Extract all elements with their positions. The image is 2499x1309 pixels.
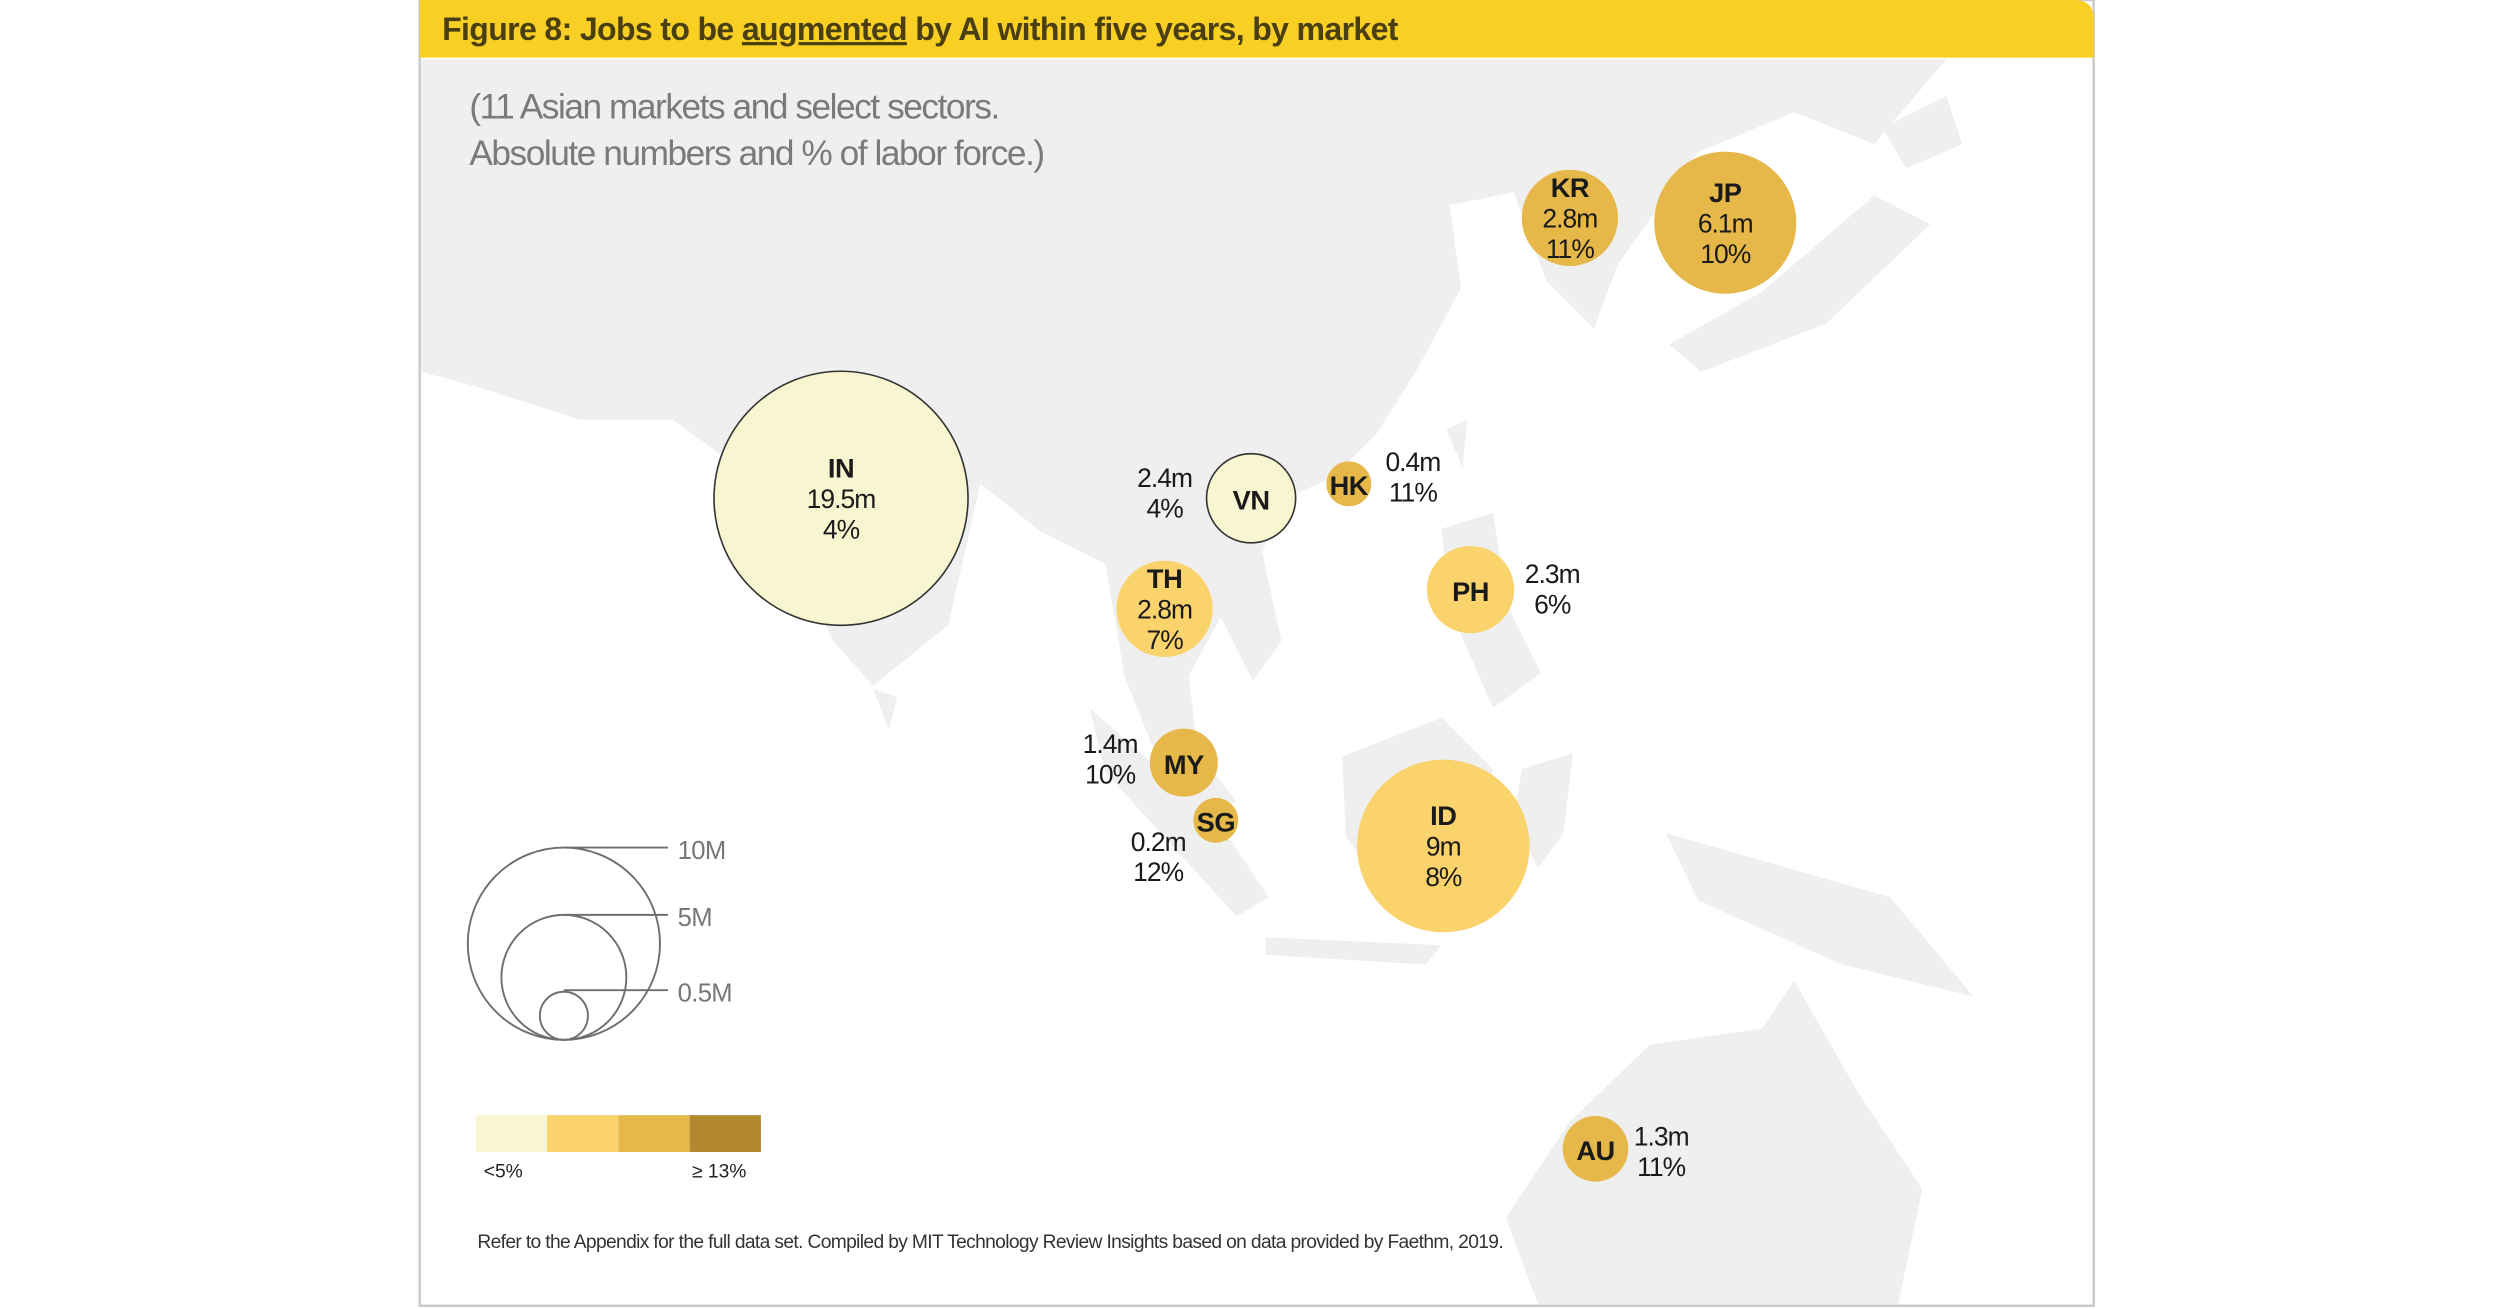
color-legend-high-label: ≥ 13% [692, 1162, 746, 1183]
market-jobs: 19.5m [807, 484, 876, 514]
bubble-th [1116, 560, 1213, 657]
color-legend-swatch-1 [475, 1115, 548, 1152]
java [1265, 937, 1442, 965]
footnote: Refer to the Appendix for the full data … [477, 1232, 1503, 1253]
market-jobs: 0.2m [1131, 827, 1186, 857]
market-jobs: 2.3m [1525, 559, 1580, 589]
subtitle-line-1: (11 Asian markets and select sectors. [469, 88, 999, 127]
size-legend-circle-0-5m [538, 990, 589, 1041]
market-share: 4% [1146, 494, 1183, 524]
subtitle-line-2: Absolute numbers and % of labor force.) [469, 134, 1043, 173]
sri-lanka [873, 688, 898, 731]
market-code: MY [1164, 749, 1204, 780]
size-legend [466, 846, 669, 1041]
color-legend-swatch-3 [618, 1115, 690, 1152]
color-legend-swatch-2 [547, 1115, 619, 1152]
market-share: 12% [1133, 857, 1183, 887]
figure-title: Figure 8: Jobs to be augmented by AI wit… [442, 11, 1399, 47]
market-code: KR [1551, 172, 1590, 203]
bubble-my [1149, 728, 1218, 797]
bubble-sg [1193, 797, 1239, 843]
new-guinea [1666, 833, 1974, 997]
bubble-ph [1426, 545, 1515, 634]
market-ph: PH 2.3m6% [1426, 545, 1581, 634]
bubble-kr [1521, 169, 1619, 267]
australia [1505, 980, 1923, 1305]
japan [1669, 96, 1963, 372]
size-legend-label-5m: 5M [678, 904, 712, 932]
sumatra [1089, 708, 1269, 917]
color-legend-swatch-4 [689, 1115, 761, 1152]
bubble-id [1357, 759, 1530, 933]
market-jobs: 1.3m [1634, 1122, 1689, 1152]
bubble-hk [1326, 461, 1372, 507]
title-bar: Figure 8: Jobs to be augmented by AI wit… [419, 0, 2094, 58]
market-jobs: 1.4m [1083, 729, 1138, 759]
market-code: VN [1233, 484, 1270, 515]
market-code: HK [1330, 470, 1369, 501]
market-code: SG [1197, 807, 1235, 838]
bubble-in [713, 370, 969, 627]
bubble-au [1562, 1115, 1629, 1182]
market-th: TH2.8m7% [1116, 560, 1213, 657]
market-code: TH [1147, 563, 1182, 594]
market-share: 10% [1700, 239, 1750, 269]
market-share: 4% [823, 514, 860, 544]
market-code: ID [1430, 800, 1456, 831]
market-jobs: 0.4m [1385, 447, 1440, 477]
market-jobs: 2.8m [1542, 204, 1597, 234]
size-legend-label-0-5m: 0.5M [678, 979, 732, 1007]
market-code: JP [1709, 177, 1742, 208]
market-code: IN [828, 452, 854, 483]
market-code: PH [1452, 576, 1489, 607]
market-share: 11% [1546, 234, 1595, 264]
color-legend-low-label: <5% [484, 1162, 523, 1183]
market-bubbles: IN19.5m4%VN2.4m4%HK0.4m11%TH2.8m7%PH2.3m… [713, 151, 1797, 1182]
market-share: 10% [1085, 759, 1135, 789]
market-vn: VN 2.4m4% [1137, 452, 1297, 544]
market-jobs: 6.1m [1698, 208, 1753, 238]
market-jobs: 2.8m [1137, 594, 1192, 624]
bubble-jp [1654, 151, 1797, 294]
market-share: 11% [1389, 477, 1438, 507]
market-jobs: 2.4m [1137, 463, 1192, 493]
market-code: AU [1576, 1135, 1614, 1166]
market-share: 8% [1425, 862, 1462, 892]
market-jobs: 9m [1426, 832, 1461, 862]
market-share: 6% [1534, 590, 1571, 620]
taiwan [1446, 419, 1468, 468]
title-underlined-word: augmented [742, 11, 907, 47]
market-share: 11% [1637, 1152, 1686, 1182]
market-share: 7% [1146, 625, 1183, 655]
size-legend-label-10m: 10M [678, 837, 726, 865]
color-legend [475, 1115, 761, 1152]
bubble-vn [1205, 452, 1297, 544]
